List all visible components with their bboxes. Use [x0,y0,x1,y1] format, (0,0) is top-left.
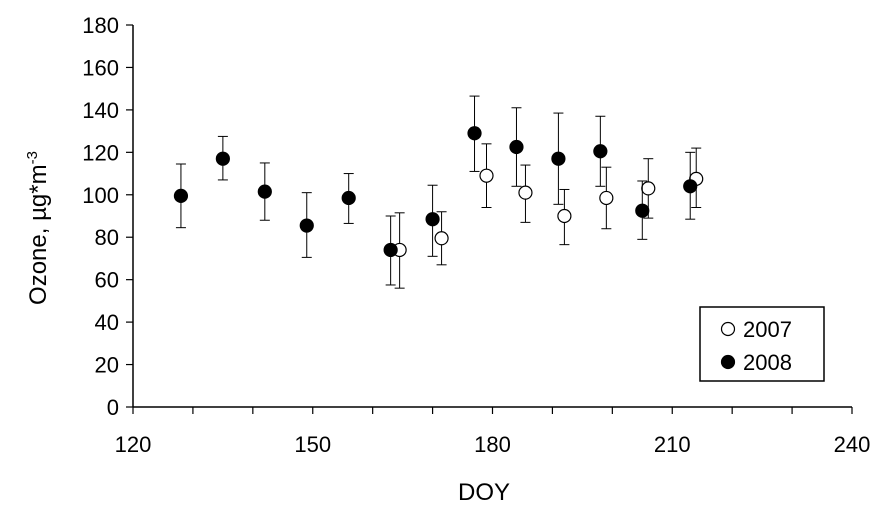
y-tick-label: 140 [82,98,119,123]
data-point-2008 [635,203,650,218]
data-point-2008 [551,151,566,166]
y-tick-label: 60 [95,268,119,293]
y-tick-label: 160 [82,55,119,80]
x-tick-label: 210 [654,432,691,457]
legend-marker-2008 [720,354,736,370]
data-point-2008 [341,190,356,206]
data-point-2008 [467,126,482,141]
x-tick-label: 150 [294,432,331,457]
legend-label-2007: 2007 [743,317,792,342]
y-axis-title: Ozone, µg*m-3 [24,151,52,305]
series-layer [173,95,704,289]
x-tick-label: 240 [834,432,871,457]
y-tick-label: 40 [95,310,119,335]
series-2007 [392,143,704,289]
data-point-2007 [434,231,449,246]
x-tick-label: 180 [474,432,511,457]
data-point-2008 [173,188,189,203]
legend-marker-2007 [720,321,736,337]
data-point-2007 [557,208,572,224]
y-tick-label: 80 [95,225,119,250]
y-tick-label: 20 [95,353,119,378]
series-2008 [173,95,698,286]
data-point-2007 [518,185,533,200]
legend-box [699,306,825,382]
data-point-2008 [683,179,698,194]
data-point-2007 [599,190,614,206]
x-axis-title: DOY [458,479,510,506]
data-point-2008 [425,212,440,227]
y-axis-title-main: Ozone, µg*m [25,164,52,305]
data-point-2008 [383,242,398,258]
ticks: 0 20 40 60 80 100 120 140 160 180 120 150 180 210 240 [82,13,870,457]
data-point-2008 [257,184,272,199]
x-tick-label: 120 [115,432,152,457]
y-tick-label: 180 [82,13,119,38]
data-point-2008 [509,139,524,155]
data-point-2008 [593,144,608,159]
data-point-2007 [641,181,656,196]
data-point-2008 [299,218,314,233]
y-axis-title-sup: -3 [24,151,41,164]
data-point-2008 [215,151,230,166]
legend: 2007 2008 [699,306,825,382]
y-tick-label: 120 [82,140,119,165]
y-tick-label: 0 [107,395,119,420]
legend-label-2008: 2008 [743,350,792,375]
y-tick-label: 100 [82,183,119,208]
data-point-2007 [479,168,494,183]
